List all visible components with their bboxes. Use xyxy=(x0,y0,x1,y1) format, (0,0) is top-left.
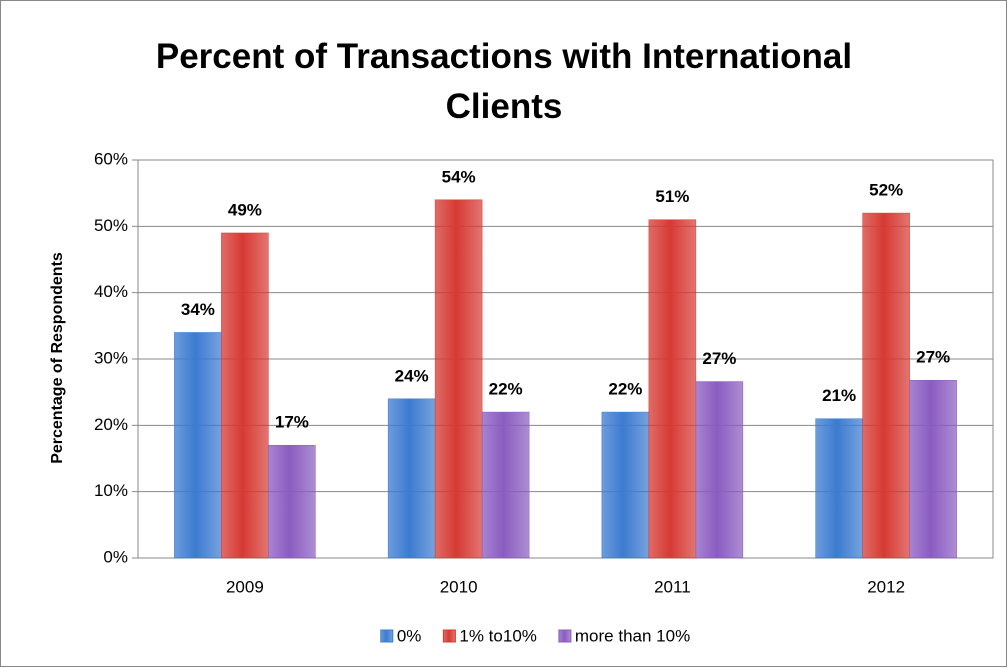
x-tick-label: 2011 xyxy=(654,577,691,596)
x-tick-label: 2012 xyxy=(867,577,905,596)
data-label: 22% xyxy=(489,380,523,399)
bar xyxy=(221,232,269,559)
data-label: 24% xyxy=(395,366,429,385)
x-tick-label: 2010 xyxy=(440,577,478,596)
bar xyxy=(862,212,910,559)
bar xyxy=(648,219,697,559)
data-label: 51% xyxy=(655,187,689,206)
legend-swatch xyxy=(558,629,572,643)
chart-title: Percent of Transactions with Internation… xyxy=(155,37,853,126)
data-label: 27% xyxy=(702,349,736,368)
data-label: 22% xyxy=(608,380,642,399)
data-label: 34% xyxy=(181,300,215,319)
legend-label: 0% xyxy=(397,626,422,645)
data-label: 27% xyxy=(916,348,950,367)
bar xyxy=(387,398,436,559)
y-tick-label: 20% xyxy=(94,415,128,434)
data-label: 17% xyxy=(275,413,309,432)
data-label: 21% xyxy=(822,386,856,405)
y-tick-label: 50% xyxy=(94,216,128,235)
x-tick-label: 2009 xyxy=(226,577,264,596)
y-tick-label: 60% xyxy=(94,149,128,168)
data-label: 54% xyxy=(442,167,476,186)
data-label: 52% xyxy=(869,181,903,200)
legend-swatch xyxy=(442,629,456,643)
bar xyxy=(434,199,483,559)
bar xyxy=(268,444,316,559)
legend-label: 1% to10% xyxy=(459,626,537,645)
bar xyxy=(909,379,957,559)
y-tick-label: 10% xyxy=(94,481,128,500)
bar xyxy=(601,411,650,559)
bar xyxy=(174,332,222,559)
bar xyxy=(695,381,744,559)
legend-label: more than 10% xyxy=(575,626,690,645)
bar xyxy=(815,418,863,559)
y-tick-label: 40% xyxy=(94,282,128,301)
data-label: 49% xyxy=(228,200,262,219)
bar xyxy=(481,411,530,559)
y-tick-label: 0% xyxy=(103,547,128,566)
legend-swatch xyxy=(380,629,394,643)
y-tick-label: 30% xyxy=(94,348,128,367)
y-axis-label: Percentage of Respondents xyxy=(49,252,66,464)
